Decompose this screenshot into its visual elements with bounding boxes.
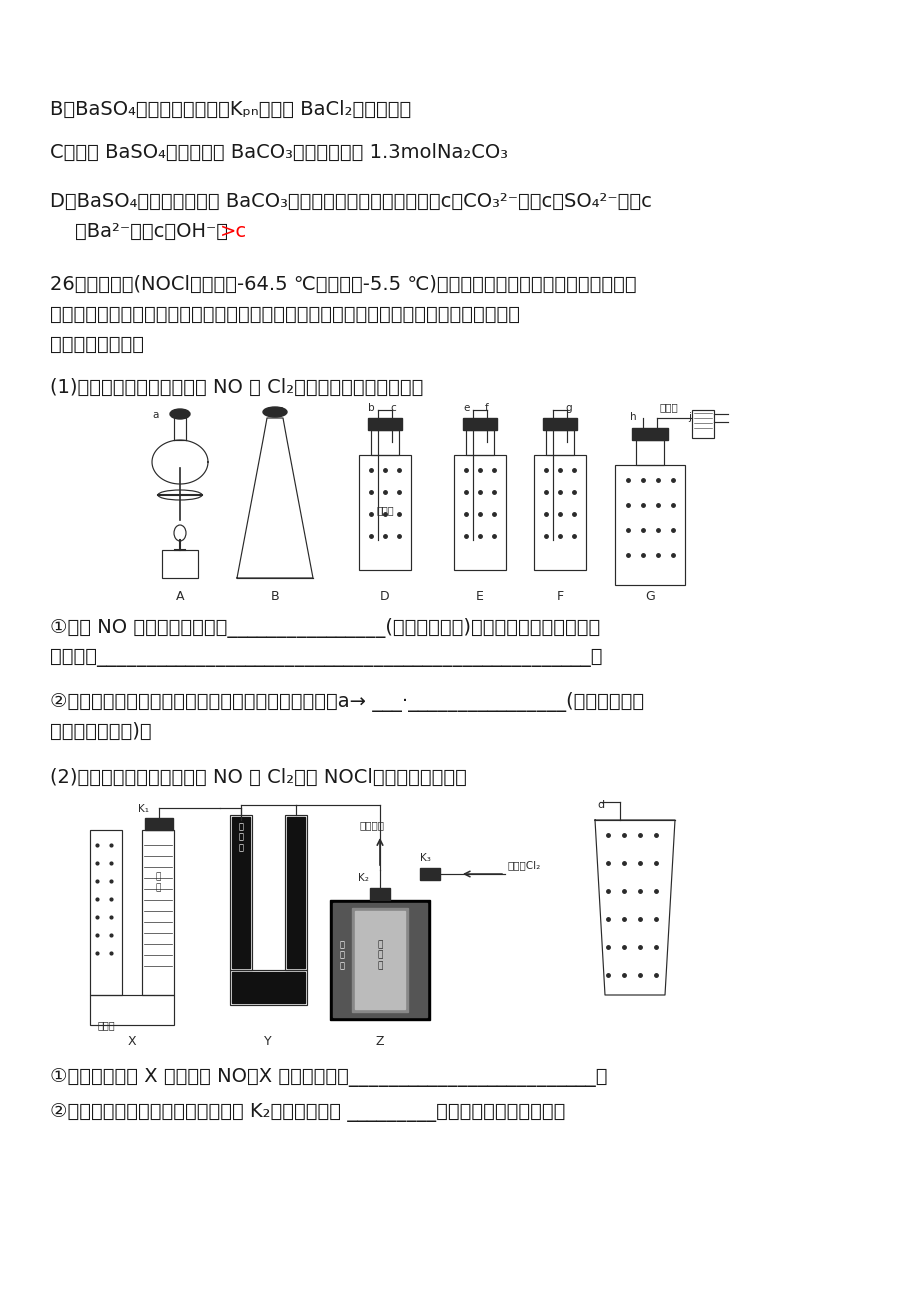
- Text: f: f: [484, 404, 488, 413]
- Text: a: a: [277, 405, 283, 415]
- Text: 铜
丝: 铜 丝: [155, 872, 161, 892]
- Text: ②欲收集一瓶干燥的氯气，选择装置，其连接顺序为：a→ ___·________________(按气流方向，: ②欲收集一瓶干燥的氯气，选择装置，其连接顺序为：a→ ___·_________…: [50, 691, 643, 712]
- Bar: [542, 418, 576, 430]
- Text: 碱
石
灰: 碱 石 灰: [377, 940, 382, 970]
- Bar: [90, 995, 174, 1025]
- Bar: [90, 829, 122, 995]
- Bar: [358, 454, 411, 570]
- Bar: [285, 815, 307, 970]
- Text: ①制备 NO 发生装置可以选用________________(填写字母代号)，请写出发生反应的离子: ①制备 NO 发生装置可以选用________________(填写字母代号)，…: [50, 618, 599, 638]
- Text: b: b: [368, 404, 374, 413]
- Text: ②检验装置气密性并装入药品，打开 K₂，然后再打开 _________，通入一段时间气体，其: ②检验装置气密性并装入药品，打开 K₂，然后再打开 _________，通入一段…: [50, 1103, 565, 1122]
- Text: 尾气处理: 尾气处理: [359, 820, 384, 829]
- Text: K₁: K₁: [138, 805, 149, 814]
- Text: K₂: K₂: [357, 874, 369, 883]
- Text: 稀硝酸: 稀硝酸: [97, 1019, 115, 1030]
- Text: A: A: [176, 590, 184, 603]
- Text: D: D: [380, 590, 390, 603]
- Text: F: F: [556, 590, 563, 603]
- Bar: [369, 888, 390, 900]
- Bar: [631, 428, 667, 440]
- Text: h: h: [630, 411, 636, 422]
- Ellipse shape: [170, 409, 190, 419]
- Text: B．BaSO₄在水中的溢解度、Kₚₙ均比在 BaCl₂溶液中的大: B．BaSO₄在水中的溢解度、Kₚₙ均比在 BaCl₂溶液中的大: [50, 100, 411, 118]
- Text: j: j: [687, 411, 690, 422]
- Bar: [230, 815, 252, 970]
- Bar: [232, 816, 250, 967]
- Text: >c: >c: [220, 223, 247, 241]
- Bar: [635, 440, 664, 465]
- Bar: [145, 818, 173, 829]
- Bar: [420, 868, 439, 880]
- Text: Y: Y: [264, 1035, 271, 1048]
- Bar: [691, 410, 713, 437]
- Text: C．若使 BaSO₄全部转化为 BaCO₃，至少要加入 1.3molNa₂CO₃: C．若使 BaSO₄全部转化为 BaCO₃，至少要加入 1.3molNa₂CO₃: [50, 143, 507, 161]
- Text: D．BaSO₄恰好全部转化为 BaCO₃时，溶液中离子浓度大小为：c（CO₃²⁻）＞c（SO₄²⁻）＞c: D．BaSO₄恰好全部转化为 BaCO₃时，溶液中离子浓度大小为：c（CO₃²⁻…: [50, 191, 652, 211]
- Text: 用小写字母表示)。: 用小写字母表示)。: [50, 723, 152, 741]
- Bar: [370, 430, 399, 454]
- Bar: [287, 816, 305, 967]
- Text: 化物和两种氮化物。可用于合成清洁剂、触媒剂及中间体等。实验室可由氯气与一氧化氮在: 化物和两种氮化物。可用于合成清洁剂、触媒剂及中间体等。实验室可由氯气与一氧化氮在: [50, 305, 519, 324]
- Text: （Ba²⁻）＞c（OH⁻）: （Ba²⁻）＞c（OH⁻）: [75, 223, 228, 241]
- Ellipse shape: [263, 408, 287, 417]
- Bar: [466, 430, 494, 454]
- Text: K₃: K₃: [420, 853, 430, 863]
- Text: 常温常压下合成。: 常温常压下合成。: [50, 335, 144, 354]
- Text: ①实验室也可用 X 装置制备 NO，X 装置的优点为_________________________。: ①实验室也可用 X 装置制备 NO，X 装置的优点为______________…: [50, 1068, 607, 1087]
- Text: a: a: [152, 410, 158, 421]
- Text: d: d: [596, 799, 604, 810]
- Text: 冰
盐
水: 冰 盐 水: [339, 940, 344, 970]
- Bar: [162, 549, 198, 578]
- Bar: [142, 829, 174, 995]
- Bar: [355, 911, 404, 1009]
- Bar: [232, 973, 305, 1003]
- Bar: [330, 900, 429, 1019]
- Bar: [614, 465, 685, 585]
- Text: g: g: [564, 404, 571, 413]
- Text: c: c: [390, 404, 395, 413]
- Text: (1)甲组的同学拟制备原料气 NO 和 Cl₂，制备装置如下图所示：: (1)甲组的同学拟制备原料气 NO 和 Cl₂，制备装置如下图所示：: [50, 378, 423, 397]
- Text: 碱石灰: 碱石灰: [659, 402, 678, 411]
- Text: 26．亚硝酰氯(NOCl，熟点：-64.5 ℃，沸点：-5.5 ℃)是一种黄色气体，遇水反应生成一种氯: 26．亚硝酰氯(NOCl，熟点：-64.5 ℃，沸点：-5.5 ℃)是一种黄色气…: [50, 275, 636, 294]
- Bar: [462, 418, 496, 430]
- Text: 浓硫酸: 浓硫酸: [376, 505, 393, 516]
- Text: Z: Z: [375, 1035, 384, 1048]
- Text: (2)乙组同学利用甲组制得的 NO 和 Cl₂制备 NOCl，装置如图所示：: (2)乙组同学利用甲组制得的 NO 和 Cl₂制备 NOCl，装置如图所示：: [50, 768, 466, 786]
- Bar: [333, 904, 426, 1017]
- Text: E: E: [475, 590, 483, 603]
- Text: 碱
石
灰: 碱 石 灰: [238, 822, 244, 852]
- Text: 方程式：__________________________________________________。: 方程式：____________________________________…: [50, 648, 602, 667]
- Bar: [533, 454, 585, 570]
- Text: B: B: [270, 590, 279, 603]
- Bar: [368, 418, 402, 430]
- Text: X: X: [128, 1035, 136, 1048]
- Text: 干燥的Cl₂: 干燥的Cl₂: [507, 861, 540, 870]
- Bar: [545, 430, 573, 454]
- Bar: [230, 970, 307, 1005]
- Text: e: e: [462, 404, 469, 413]
- Bar: [453, 454, 505, 570]
- Bar: [352, 907, 407, 1012]
- Text: G: G: [644, 590, 654, 603]
